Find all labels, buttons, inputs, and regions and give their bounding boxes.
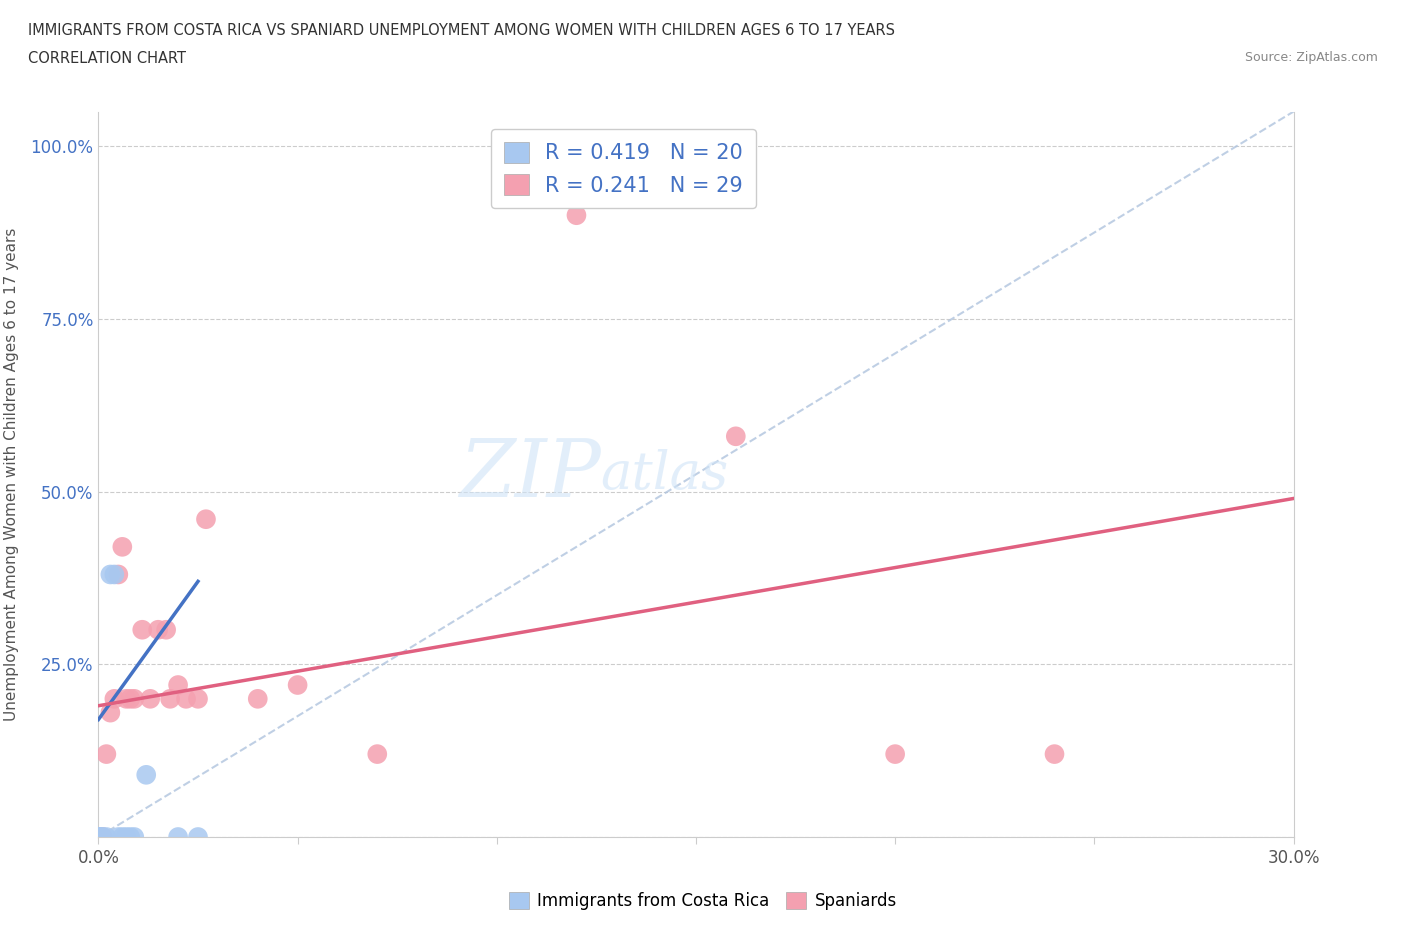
Point [115,691,138,706]
Point [91,830,114,844]
Point [87,830,110,844]
Point [91,830,114,844]
Point [87,830,110,844]
Point [87,830,110,844]
Point [565,207,588,222]
Point [111,539,134,554]
Point [87,830,110,844]
Text: atlas: atlas [600,449,728,499]
Point [124,691,146,706]
Point [884,747,907,762]
Point [87,830,110,844]
Point [724,429,747,444]
Point [139,691,162,706]
Point [159,691,181,706]
Point [195,512,218,526]
Point [287,678,309,693]
Text: ZIP: ZIP [458,435,600,513]
Point [167,830,190,844]
Point [167,678,190,693]
Point [87,830,110,844]
Y-axis label: Unemployment Among Women with Children Ages 6 to 17 years: Unemployment Among Women with Children A… [4,228,20,721]
Point [87,830,110,844]
Point [87,830,110,844]
Legend: R = 0.419   N = 20, R = 0.241   N = 29: R = 0.419 N = 20, R = 0.241 N = 29 [491,129,755,208]
Point [87,830,110,844]
Point [246,691,269,706]
Point [96,830,118,844]
Point [96,747,118,762]
Point [111,830,134,844]
Point [155,622,177,637]
Point [91,830,114,844]
Legend: Immigrants from Costa Rica, Spaniards: Immigrants from Costa Rica, Spaniards [502,885,904,917]
Point [135,767,157,782]
Point [1043,747,1066,762]
Point [187,691,209,706]
Point [366,747,388,762]
Point [103,691,125,706]
Text: CORRELATION CHART: CORRELATION CHART [28,51,186,66]
Point [131,622,153,637]
Text: Source: ZipAtlas.com: Source: ZipAtlas.com [1244,51,1378,64]
Point [100,705,122,720]
Text: IMMIGRANTS FROM COSTA RICA VS SPANIARD UNEMPLOYMENT AMONG WOMEN WITH CHILDREN AG: IMMIGRANTS FROM COSTA RICA VS SPANIARD U… [28,23,896,38]
Point [107,830,129,844]
Point [174,691,197,706]
Point [87,830,110,844]
Point [115,830,138,844]
Point [124,830,146,844]
Point [107,567,129,582]
Point [120,830,142,844]
Point [187,830,209,844]
Point [100,567,122,582]
Point [103,567,125,582]
Point [148,622,170,637]
Point [120,691,142,706]
Point [87,830,110,844]
